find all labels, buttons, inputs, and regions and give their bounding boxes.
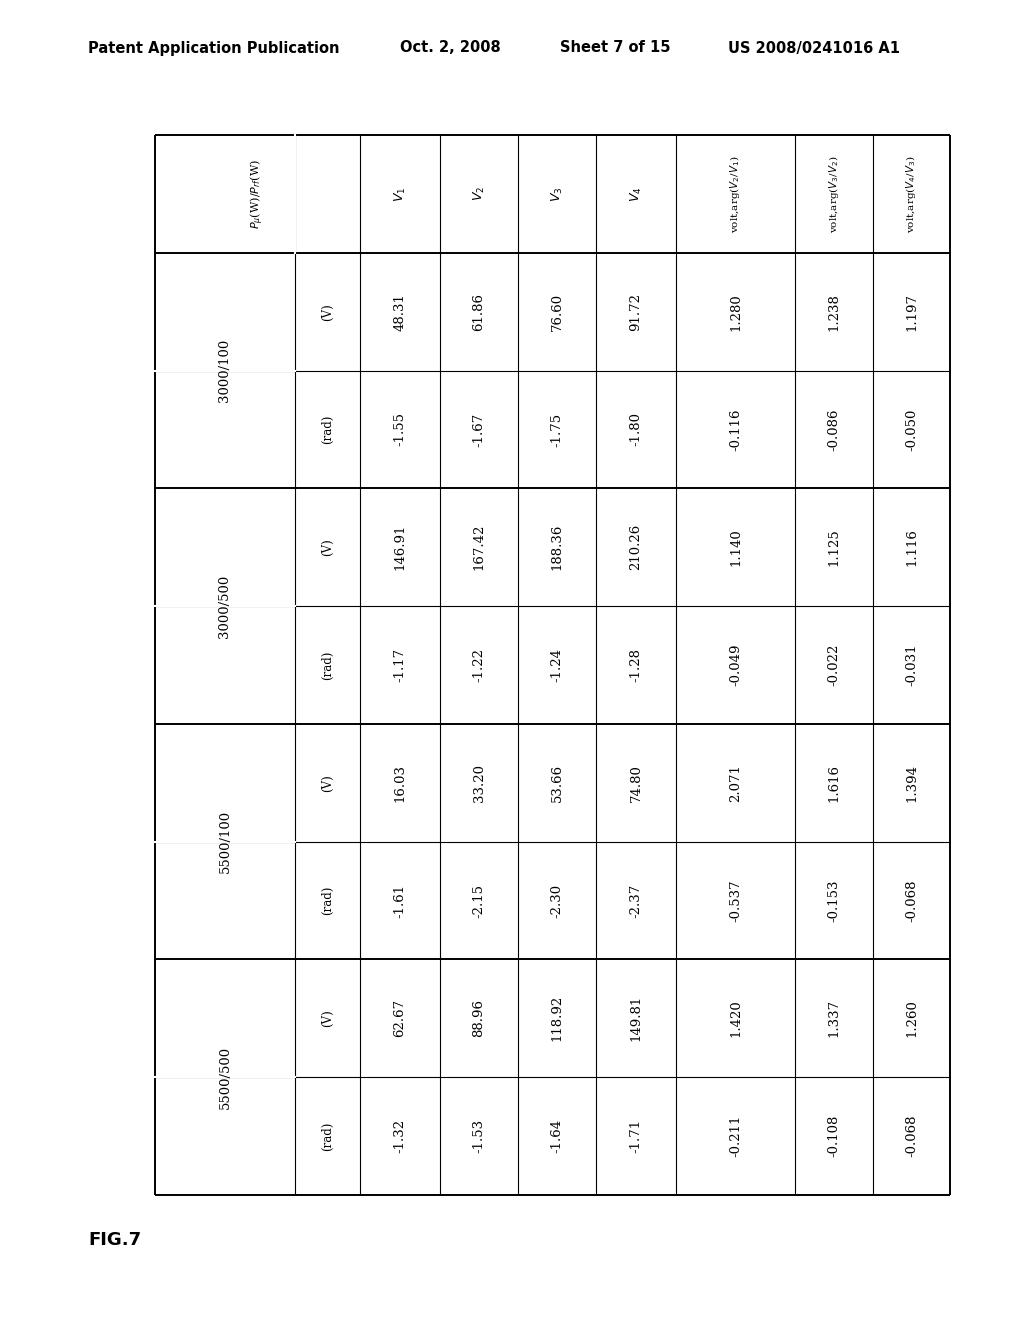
Text: (V): (V) xyxy=(321,1010,334,1027)
Text: -0.068: -0.068 xyxy=(905,1115,918,1158)
Text: -1.24: -1.24 xyxy=(551,648,563,682)
Text: $V_2$: $V_2$ xyxy=(471,186,486,202)
Text: volt,arg($V_3$/$V_2$): volt,arg($V_3$/$V_2$) xyxy=(827,154,841,232)
Text: -0.022: -0.022 xyxy=(827,644,841,686)
Text: -0.049: -0.049 xyxy=(729,644,742,686)
Text: -2.37: -2.37 xyxy=(630,883,642,917)
Text: 74.80: 74.80 xyxy=(630,764,642,801)
Text: 1.238: 1.238 xyxy=(827,293,841,330)
Text: -0.211: -0.211 xyxy=(729,1115,742,1158)
Text: 167.42: 167.42 xyxy=(472,524,485,570)
Text: 146.91: 146.91 xyxy=(393,524,407,570)
Text: 33.20: 33.20 xyxy=(472,764,485,801)
Text: (V): (V) xyxy=(321,774,334,792)
Text: 62.67: 62.67 xyxy=(393,999,407,1038)
Text: (rad): (rad) xyxy=(321,886,334,915)
Text: -1.22: -1.22 xyxy=(472,648,485,682)
Text: 1.125: 1.125 xyxy=(827,528,841,566)
Text: (rad): (rad) xyxy=(321,651,334,680)
Text: 1.616: 1.616 xyxy=(827,764,841,801)
Text: (rad): (rad) xyxy=(321,1122,334,1151)
Text: -1.53: -1.53 xyxy=(472,1119,485,1154)
Text: -0.068: -0.068 xyxy=(905,879,918,921)
Text: volt,arg($V_2$/$V_1$): volt,arg($V_2$/$V_1$) xyxy=(728,154,742,232)
Text: 1.197: 1.197 xyxy=(905,293,918,331)
Text: 149.81: 149.81 xyxy=(630,995,642,1041)
Text: -0.050: -0.050 xyxy=(905,408,918,450)
Text: 76.60: 76.60 xyxy=(551,293,563,331)
Text: -0.537: -0.537 xyxy=(729,879,742,921)
Text: -1.32: -1.32 xyxy=(393,1119,407,1154)
Text: 2.071: 2.071 xyxy=(729,764,742,801)
Text: -1.75: -1.75 xyxy=(551,412,563,446)
Text: -1.71: -1.71 xyxy=(630,1119,642,1154)
Text: $V_1$: $V_1$ xyxy=(392,186,408,202)
Text: 3000/100: 3000/100 xyxy=(218,339,231,403)
Text: US 2008/0241016 A1: US 2008/0241016 A1 xyxy=(728,41,900,55)
Text: (rad): (rad) xyxy=(321,414,334,444)
Text: 1.337: 1.337 xyxy=(827,999,841,1038)
Text: 1.394: 1.394 xyxy=(905,764,918,801)
Text: 210.26: 210.26 xyxy=(630,524,642,570)
Text: 53.66: 53.66 xyxy=(551,764,563,801)
Text: -1.80: -1.80 xyxy=(630,412,642,446)
Text: 5500/500: 5500/500 xyxy=(218,1045,231,1109)
Text: 3000/500: 3000/500 xyxy=(218,574,231,638)
Text: -0.031: -0.031 xyxy=(905,644,918,686)
Text: 1.280: 1.280 xyxy=(729,293,742,330)
Text: Oct. 2, 2008: Oct. 2, 2008 xyxy=(400,41,501,55)
Text: $V_3$: $V_3$ xyxy=(550,186,564,202)
Text: -1.28: -1.28 xyxy=(630,648,642,682)
Text: -1.64: -1.64 xyxy=(551,1119,563,1154)
Text: 16.03: 16.03 xyxy=(393,764,407,801)
Text: (V): (V) xyxy=(321,539,334,556)
Text: $P_{\mu}$(W)/$P_{rf}$(W): $P_{\mu}$(W)/$P_{rf}$(W) xyxy=(249,158,266,228)
Text: -2.15: -2.15 xyxy=(472,883,485,917)
Text: 1.260: 1.260 xyxy=(905,999,918,1038)
Text: 1.140: 1.140 xyxy=(729,528,742,566)
Text: 188.36: 188.36 xyxy=(551,524,563,570)
Text: -1.17: -1.17 xyxy=(393,648,407,682)
Text: (V): (V) xyxy=(321,302,334,321)
Text: 118.92: 118.92 xyxy=(551,995,563,1041)
Text: Patent Application Publication: Patent Application Publication xyxy=(88,41,340,55)
Text: -0.108: -0.108 xyxy=(827,1115,841,1158)
Text: -2.30: -2.30 xyxy=(551,883,563,917)
Text: FIG.7: FIG.7 xyxy=(88,1232,141,1249)
Text: volt,arg($V_4$/$V_3$): volt,arg($V_4$/$V_3$) xyxy=(904,154,919,232)
Text: -1.67: -1.67 xyxy=(472,412,485,446)
Text: -1.61: -1.61 xyxy=(393,883,407,917)
Text: 61.86: 61.86 xyxy=(472,293,485,331)
Text: 5500/100: 5500/100 xyxy=(218,810,231,874)
Text: 48.31: 48.31 xyxy=(393,293,407,330)
Text: -0.086: -0.086 xyxy=(827,408,841,450)
Text: 91.72: 91.72 xyxy=(630,293,642,331)
Text: Sheet 7 of 15: Sheet 7 of 15 xyxy=(560,41,671,55)
Text: -0.116: -0.116 xyxy=(729,408,742,450)
Text: 1.116: 1.116 xyxy=(905,528,918,566)
Text: 1.420: 1.420 xyxy=(729,999,742,1038)
Text: $V_4$: $V_4$ xyxy=(629,186,643,202)
Text: -1.55: -1.55 xyxy=(393,412,407,446)
Text: -0.153: -0.153 xyxy=(827,879,841,921)
Text: 88.96: 88.96 xyxy=(472,999,485,1038)
